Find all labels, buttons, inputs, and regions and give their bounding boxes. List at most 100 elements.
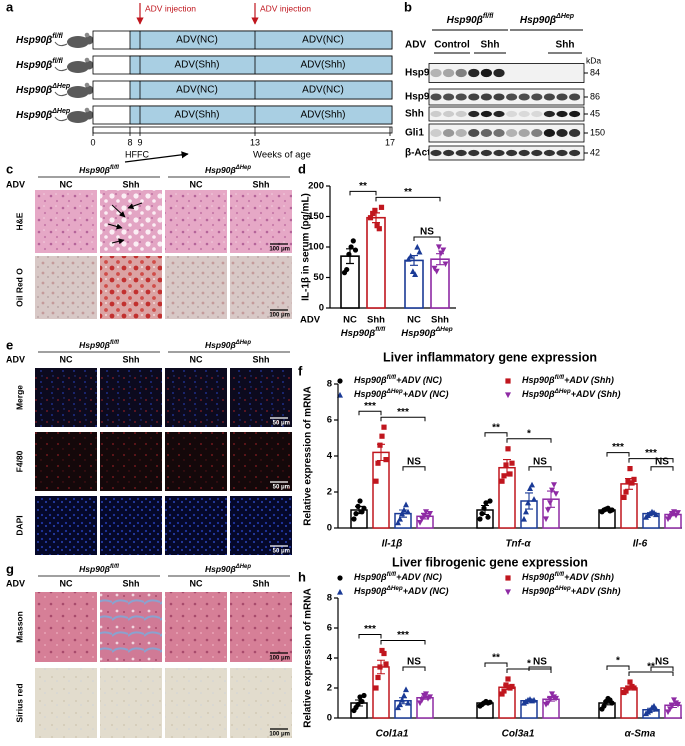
blot-band [455,68,467,78]
significance-bracket [528,666,552,671]
condition-label: Shh [123,354,140,364]
data-point [399,510,405,517]
micrograph [230,432,292,491]
blot-band [468,68,480,78]
significance-label: NS [420,227,434,238]
data-point [399,696,405,703]
data-point [373,685,379,691]
scale-label: 50 μm [273,549,290,555]
blot-band [468,110,480,118]
micrograph [230,368,292,427]
y-tick-label: 4 [327,653,333,664]
pointer-arrow [111,204,126,218]
injection-label: ADV injection [260,3,311,13]
data-point [375,460,381,466]
significance-label: *** [612,442,624,453]
y-tick-label: 0 [327,523,332,534]
week-label: 9 [137,137,142,147]
adv-label: ADV [405,40,426,51]
stain-label: Sirius red [14,683,24,722]
treatment-box [129,105,393,125]
data-point [359,698,365,705]
treatment-box [129,30,393,50]
data-point [627,466,633,472]
blot-band [531,149,543,157]
data-point [527,485,533,491]
mouse-icon [84,57,90,63]
blot-band [531,129,543,137]
adv-label: ADV [6,354,25,364]
data-point [487,498,493,504]
blot-band [543,68,556,78]
data-point [401,692,407,699]
blot-band [531,110,543,118]
treatment-label: ADV(NC) [302,35,344,46]
micrograph [100,668,162,738]
blot-band [518,68,530,78]
data-point [479,510,485,517]
condition-label: NC [190,179,203,189]
group-label: Hsp90βfl/fl [341,326,386,339]
data-point [361,692,367,699]
genotype-header: Hsp90βfl/fl [79,165,119,176]
condition-label: Shh [123,578,140,588]
significance-label: NS [407,456,421,467]
micrograph [100,432,162,491]
blot-band [430,110,442,118]
data-point [627,679,633,685]
blot-band [518,129,530,137]
y-tick-label: 0 [319,303,324,314]
data-point [623,489,629,495]
blot-band [518,110,530,118]
bar [372,666,390,719]
mouse-icon [84,85,94,95]
significance-bracket [628,458,674,463]
data-point [549,487,555,494]
blot-band [493,149,505,157]
genotype-header: Hsp90βΔHep [205,165,251,176]
micrograph [100,496,162,555]
blot-band [556,93,568,101]
data-point [553,491,559,497]
blot-band [480,129,492,137]
significance-bracket [402,666,426,671]
mouse-icon [67,61,89,73]
micrograph [35,256,97,319]
data-point [348,244,354,250]
legend-label: Hsp90βfl/fl+ADV (NC) [354,374,442,386]
legend-label: Hsp90βΔHep+ADV (Shh) [522,585,621,597]
significance-label: * [527,428,531,439]
significance-label: * [616,656,620,667]
condition-label: Shh [123,179,140,189]
chart-title: Liver inflammatory gene expression [383,350,597,364]
blot-band [543,129,556,137]
data-point [505,589,511,596]
data-point [503,462,509,468]
pointer-arrow [111,238,125,245]
significance-bracket [413,236,441,241]
mouse-icon [84,107,90,113]
mouse-icon [84,32,90,38]
y-axis-title: Relative expression of mRNA [303,386,314,526]
legend-label: Hsp90βfl/fl+ADV (NC) [354,571,442,583]
y-tick-label: 4 [327,451,333,462]
data-point [419,516,425,523]
data-point [346,251,352,257]
group-label: Hsp90βΔHep [401,326,452,339]
y-axis-title: Relative expression of mRNA [303,588,314,728]
blot-band [430,129,442,137]
condition-label: Shh [556,40,575,51]
micrograph [165,432,227,491]
panel-label: e [6,337,13,352]
micrograph [165,368,227,427]
micrograph [230,592,292,662]
blot-band [493,129,505,137]
data-point [505,392,511,399]
data-point [553,695,559,702]
data-point [407,253,414,259]
data-point [403,686,409,693]
mouse-icon [54,66,68,72]
data-point [499,478,505,484]
micrograph [35,190,97,253]
data-point [545,507,551,514]
